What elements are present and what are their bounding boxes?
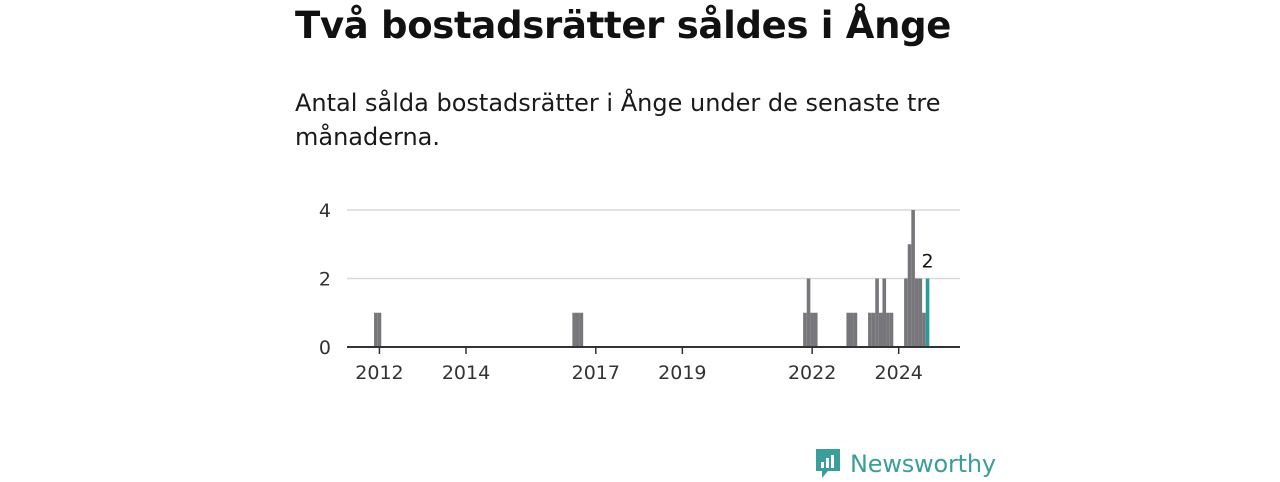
labels: 0 2 4 2 2012 2014 2017 2019 2022 2024 [319,200,934,384]
axes [347,346,960,354]
x-tick-label: 2024 [875,362,923,384]
y-tick-label: 4 [319,200,331,222]
bar [871,312,876,347]
bar [850,312,854,347]
bars [374,210,930,347]
bar [875,278,879,347]
bar [914,278,919,347]
x-tick-label: 2022 [788,362,836,384]
newsworthy-brand: Newsworthy [814,446,996,482]
bar [911,210,915,347]
bar [853,312,858,347]
bar [572,312,576,347]
x-tick-label: 2017 [572,362,620,384]
bar [575,312,580,347]
bar-highlight [925,278,930,347]
bar [579,312,584,347]
bar [904,278,908,347]
x-tick-label: 2012 [355,362,403,384]
gridlines [347,209,960,280]
y-tick-label: 0 [319,337,331,359]
newsworthy-logo-icon [816,449,840,478]
bar [810,312,814,347]
bar [813,312,818,347]
bar [922,312,926,347]
bar [377,312,382,347]
bar [846,312,851,347]
data-label: 2 [922,251,934,273]
chart-subtitle: Antal sålda bostadsrätter i Ånge under d… [295,89,941,151]
chart-title: Två bostadsrätter såldes i Ånge [295,4,952,47]
bar [886,312,890,347]
y-tick-label: 2 [319,269,331,291]
brand-name: Newsworthy [850,450,996,478]
bar [882,278,887,347]
x-tick-label: 2014 [442,362,490,384]
bar [889,312,894,347]
bar [803,312,807,347]
bar [868,312,872,347]
bar [374,312,378,347]
bar [878,312,883,347]
bar [806,278,811,347]
bar [907,244,912,347]
bar [918,278,923,347]
x-tick-label: 2019 [658,362,706,384]
